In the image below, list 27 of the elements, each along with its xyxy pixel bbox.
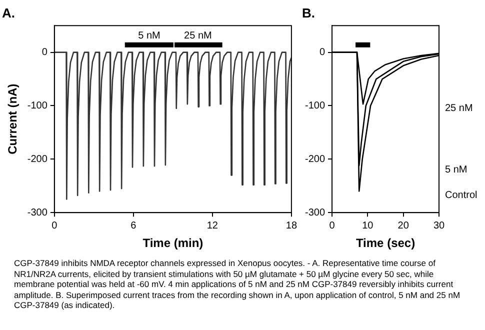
y-tick-label: 0	[319, 47, 326, 58]
x-tick-label: 20	[398, 220, 410, 232]
x-tick-label: 10	[362, 220, 374, 232]
x-axis-title: Time (sec)	[356, 236, 416, 250]
chart-title: A.	[2, 5, 15, 20]
y-tick-label: -200	[305, 154, 326, 165]
x-tick-label: 0	[52, 220, 58, 232]
y-tick-label: -200	[27, 154, 48, 165]
x-tick-label: 18	[286, 220, 298, 232]
x-tick-label: 6	[130, 220, 137, 232]
text: CGP-37849 inhibits NMDA receptor channels expressed in Xenopus oocytes. - A. Representative time course of NR1/NR2A currents, elicited by transient stimulations with 50 µM glutamate + 50 µM glycine every 50 sec, while membrane potential was held at -60 mV. 4 min applications of 5 nM and 25 nM CGP-37849 reversibly inhibits current amplitude. B. Superimposed current traces from the recording shown in A, upon application of control, 5 nM and 25 nM CGP-37849 (as indicated).	[14, 258, 462, 310]
x-tick-label: 12	[206, 220, 218, 232]
x-axis-title: Time (min)	[142, 236, 204, 250]
x-tick-label: 0	[329, 220, 336, 232]
y-tick-label: -100	[27, 100, 48, 112]
y-tick-label: -300	[27, 207, 48, 218]
chart-title: B.	[302, 5, 315, 20]
x-tick-label: 30	[433, 220, 445, 232]
text: 25 nM	[445, 102, 473, 114]
y-tick-label: 0	[42, 47, 48, 58]
annotation: 5 nM	[138, 30, 160, 42]
y-tick-label: -100	[305, 100, 326, 112]
y-axis-title: Current (nA)	[6, 84, 20, 154]
text: Control	[445, 190, 478, 201]
annotation: 25 nM	[184, 30, 212, 42]
text: 5 nM	[445, 164, 468, 176]
y-tick-label: -300	[305, 207, 326, 218]
